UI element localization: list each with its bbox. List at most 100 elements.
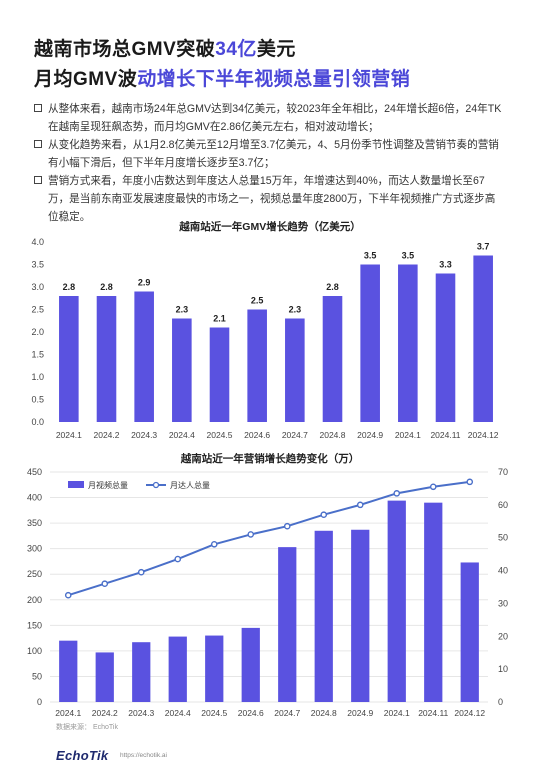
line-point [320, 511, 328, 519]
bar [424, 502, 443, 702]
x-tick-label: 2024.4 [169, 430, 195, 440]
bar [134, 291, 154, 422]
x-tick-label: 2024.8 [320, 430, 346, 440]
x-tick-label: 2024.6 [244, 430, 270, 440]
checkbox-square-icon [34, 140, 42, 148]
x-tick-label: 2024.5 [207, 430, 233, 440]
data-label: 2.8 [63, 282, 76, 292]
legend-label: 月视频总量 [88, 480, 128, 490]
legend-label: 月达人总量 [170, 480, 210, 490]
data-label: 2.5 [251, 296, 264, 306]
data-label: 3.5 [402, 251, 415, 261]
line-point [101, 580, 109, 588]
line-point [466, 478, 474, 486]
bar [95, 652, 114, 702]
marketing-chart: 越南站近一年营销增长趋势变化（万） 0 50 100 150 200 250 300 350 4… [0, 448, 540, 720]
bar [168, 636, 187, 702]
x-tick-label: 2024.8 [311, 708, 337, 718]
y-left-tick-label: 100 [27, 646, 42, 656]
data-label: 2.9 [138, 278, 151, 288]
y-right-tick-label: 40 [498, 566, 508, 576]
y-tick-label: 3.5 [31, 260, 44, 270]
bullet-item: 从变化趋势来看，从1月2.8亿美元至12月增至3.7亿美元，4、5月份季节性调整… [34, 136, 504, 172]
data-label: 2.3 [289, 305, 302, 315]
bullet-item: 营销方式来看，年度小店数达到年度达人总量15万年，年增速达到40%，而达人数量增… [34, 172, 504, 226]
footer-url: https://echotik.ai [120, 752, 167, 759]
bar [59, 296, 79, 422]
y-right-tick-label: 50 [498, 533, 508, 543]
data-label: 3.3 [439, 260, 452, 270]
line-point [247, 531, 255, 538]
x-tick-label: 2024.4 [165, 708, 191, 718]
checkbox-square-icon [34, 104, 42, 112]
marketing-chart-title: 越南站近一年营销增长趋势变化（万） [180, 452, 360, 465]
y-right-tick-label: 60 [498, 500, 508, 510]
x-tick-label: 2024.1 [395, 430, 421, 440]
y-tick-label: 1.5 [31, 350, 44, 360]
gmv-chart-title: 越南站近一年GMV增长趋势（亿美元） [178, 220, 360, 233]
x-tick-label: 2024.1 [384, 708, 410, 718]
y-left-tick-label: 400 [27, 493, 42, 503]
x-tick-label: 2024.7 [274, 708, 300, 718]
bar [172, 318, 192, 422]
bar [460, 562, 479, 702]
y-right-tick-label: 10 [498, 664, 508, 674]
y-right-tick-label: 30 [498, 598, 508, 608]
line-point [137, 568, 145, 576]
x-tick-label: 2024.7 [282, 430, 308, 440]
bar [278, 547, 297, 702]
x-tick-label: 2024.5 [201, 708, 227, 718]
x-tick-label: 2024.12 [468, 430, 499, 440]
line-point [393, 490, 401, 497]
x-tick-label: 2024.1 [55, 708, 81, 718]
x-tick-label: 2024.1 [56, 430, 82, 440]
data-label: 3.7 [477, 242, 490, 252]
x-tick-label: 2024.3 [128, 708, 154, 718]
line-point [174, 555, 182, 563]
x-tick-label: 2024.9 [357, 430, 383, 440]
bar [473, 255, 493, 422]
y-tick-label: 2.5 [31, 305, 44, 315]
bar [241, 627, 260, 702]
x-tick-label: 2024.3 [131, 430, 157, 440]
y-left-tick-label: 450 [27, 467, 42, 477]
y-left-tick-label: 250 [27, 569, 42, 579]
bar [209, 327, 230, 422]
bar [96, 296, 117, 422]
y-left-tick-label: 350 [27, 518, 42, 528]
checkbox-square-icon [34, 176, 42, 184]
title-line-2: 月均GMV波动增长下半年视频总量引领营销 [34, 69, 411, 90]
x-tick-label: 2024.11 [418, 708, 448, 718]
echotik-logo: EchoTik [56, 748, 109, 763]
bar [322, 296, 343, 422]
series-line [67, 480, 470, 597]
bar [398, 264, 418, 422]
y-left-tick-label: 150 [27, 620, 42, 630]
y-right-tick-label: 70 [498, 467, 508, 477]
gmv-chart: 越南站近一年GMV增长趋势（亿美元） 0.0 0.5 1.0 1.5 2.0 2.5 3.0… [0, 214, 540, 446]
y-tick-label: 1.0 [31, 372, 44, 382]
legend-swatch-bar [68, 481, 84, 488]
bar [351, 529, 370, 702]
x-tick-label: 2024.2 [92, 708, 118, 718]
y-left-tick-label: 200 [27, 595, 42, 605]
title-line-1: 越南市场总GMV突破34亿美元 [34, 39, 296, 60]
bar [314, 530, 333, 702]
line-point [210, 540, 218, 548]
y-left-tick-label: 50 [32, 671, 42, 681]
y-tick-label: 0.5 [31, 395, 44, 405]
y-left-tick-label: 300 [27, 544, 42, 554]
legend-swatch-marker [152, 481, 160, 489]
y-left-tick-label: 0 [37, 697, 42, 707]
y-tick-label: 2.0 [31, 327, 44, 337]
bar [387, 500, 406, 702]
x-tick-label: 2024.6 [238, 708, 264, 718]
line-point [429, 483, 437, 491]
gmv-chart-svg: 越南站近一年GMV增长趋势（亿美元） 0.0 0.5 1.0 1.5 2.0 2.5 3.0… [31, 220, 499, 440]
bar [59, 640, 78, 702]
data-source: 数据来源： EchoTik [56, 724, 118, 731]
data-label: 3.5 [364, 251, 377, 261]
data-label: 2.3 [176, 305, 189, 315]
bar [132, 642, 151, 702]
bar [205, 635, 224, 702]
